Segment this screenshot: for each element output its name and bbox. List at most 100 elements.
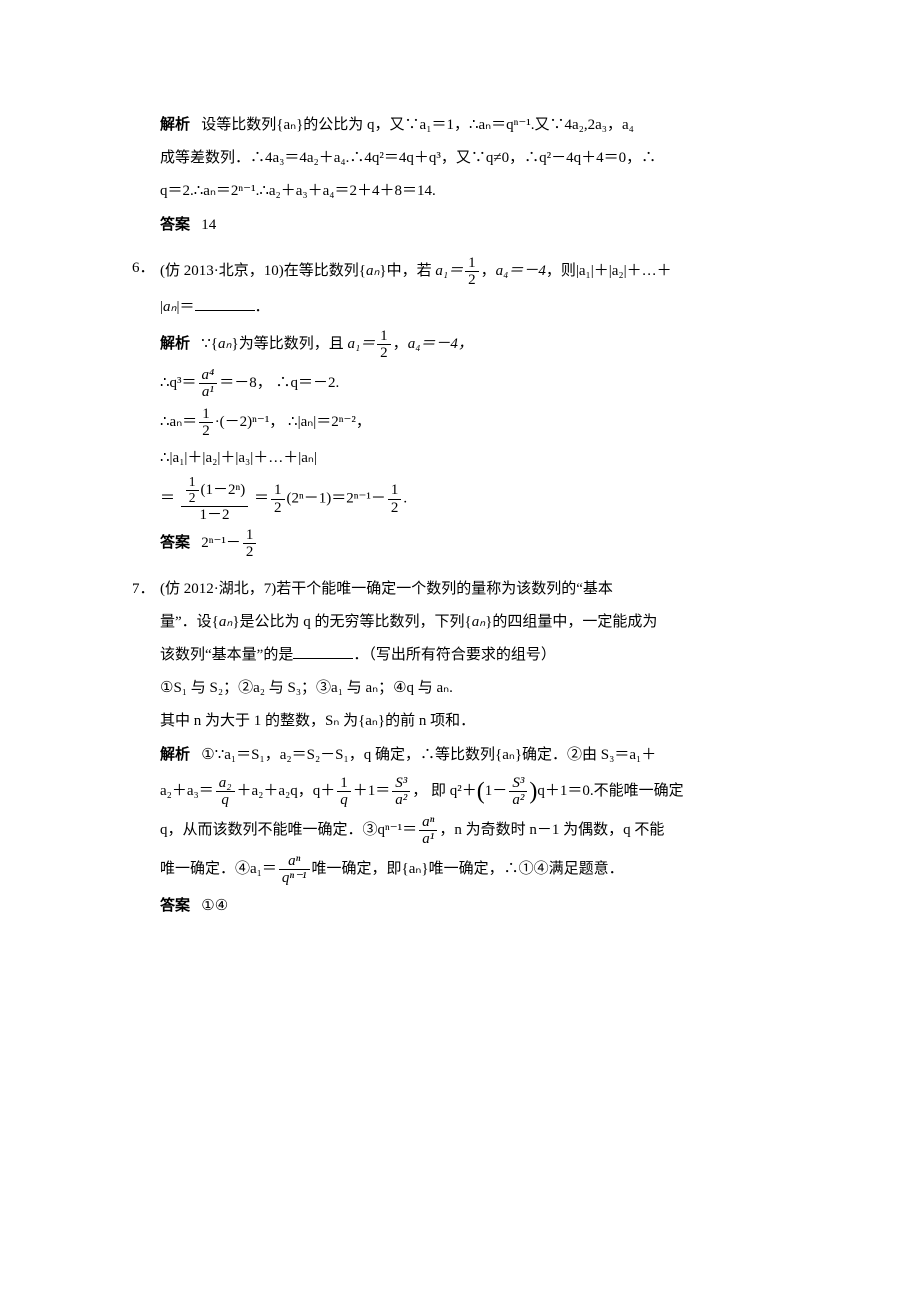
stem-text: 量”．设{: [160, 614, 219, 630]
stem-text: (仿 2012·湖北，7)若干个能唯一确定一个数列的量称为该数列的“基本: [160, 581, 613, 597]
answer-value: 14: [201, 217, 216, 233]
fraction-half: 12: [271, 482, 285, 516]
stem-text: }的四组量中，一定能成为: [485, 614, 657, 630]
frac-den: a²: [509, 791, 527, 809]
blank-underline: [195, 297, 255, 312]
stem-text: |＝: [177, 299, 195, 315]
frac-num: 1: [377, 328, 391, 345]
frac-num: S³: [509, 775, 527, 792]
solution-line: ＝ 12(1－2ⁿ) 1－2 ＝12(2ⁿ－1)＝2ⁿ⁻¹－12.: [160, 475, 788, 523]
solution-text: ，: [393, 336, 408, 352]
solution-text: a₂＋a₃＝: [160, 783, 214, 799]
frac-num: S³: [392, 775, 410, 792]
stem-text: }是公比为 q 的无穷等比数列，下列{: [232, 614, 471, 630]
stem-line: |aₙ|＝．: [160, 291, 788, 324]
solution-line: q＝2.∴aₙ＝2ⁿ⁻¹.∴a₂＋a₃＋a₄＝2＋4＋8＝14.: [160, 175, 788, 208]
solution-text: ＝: [160, 491, 175, 507]
fraction-half: 12: [199, 406, 213, 440]
page: 解析 设等比数列{aₙ}的公比为 q，又∵a₁＝1，∴aₙ＝qⁿ⁻¹.又∵4a₂…: [0, 0, 920, 1302]
solution-text: q，从而该数列不能唯一确定．③qⁿ⁻¹＝: [160, 822, 417, 838]
frac-den: a²: [392, 791, 410, 809]
frac-den: a¹: [419, 830, 437, 848]
solution-line: ∴aₙ＝12·(－2)ⁿ⁻¹， ∴|aₙ|＝2ⁿ⁻²，: [160, 403, 788, 442]
frac-num: 1: [243, 527, 257, 544]
stem-text: }中，若: [379, 263, 435, 279]
fraction-big: 12(1－2ⁿ) 1－2: [181, 475, 248, 523]
period: ．: [255, 299, 270, 315]
inner-fraction: 12: [186, 475, 199, 506]
problem-body: (仿 2012·湖北，7)若干个能唯一确定一个数列的量称为该数列的“基本 量”．…: [160, 573, 788, 923]
solution-text: 成等差数列．∴4a₃＝4a₂＋a₄.∴4q²＝4q＋q³，又∵q≠0，∴q²－4…: [160, 150, 656, 166]
frac-den: 2: [199, 422, 213, 440]
math-text: aₙ: [218, 336, 231, 352]
math-text: aₙ: [163, 299, 176, 315]
solution-text: ∴aₙ＝: [160, 414, 197, 430]
problem-5-solution: 解析 设等比数列{aₙ}的公比为 q，又∵a₁＝1，∴aₙ＝qⁿ⁻¹.又∵4a₂…: [160, 108, 788, 242]
frac-num: 1: [465, 255, 479, 272]
solution-text: ＝: [254, 491, 269, 507]
frac-den: 1－2: [181, 506, 248, 524]
answer-value: ①④: [201, 898, 228, 914]
stem-line: (仿 2012·湖北，7)若干个能唯一确定一个数列的量称为该数列的“基本: [160, 573, 788, 606]
note-line: 其中 n 为大于 1 的整数，Sₙ 为{aₙ}的前 n 项和．: [160, 705, 788, 738]
answer-label: 答案: [160, 534, 190, 551]
blank-underline: [293, 645, 353, 660]
fraction-half: 12: [465, 255, 479, 289]
frac-num: 12(1－2ⁿ): [181, 475, 248, 506]
problem-6: 6． (仿 2013·北京，10)在等比数列{aₙ}中，若 a₁＝12，a₄＝－…: [132, 252, 788, 563]
stem-line: 量”．设{aₙ}是公比为 q 的无穷等比数列，下列{aₙ}的四组量中，一定能成为: [160, 606, 788, 639]
solution-label: 解析: [160, 746, 190, 763]
stem-line: (仿 2013·北京，10)在等比数列{aₙ}中，若 a₁＝12，a₄＝－4，则…: [160, 252, 788, 291]
fraction: aⁿa¹: [419, 814, 437, 848]
solution-line: a₂＋a₃＝a₂q＋a₂＋a₂q，q＋1q＋1＝S³a²， 即 q²＋(1－S³…: [160, 772, 788, 811]
math-text: 1－: [485, 783, 508, 799]
frac-den: 2: [186, 490, 199, 506]
answer-line: 答案 14: [160, 208, 788, 242]
fraction-half: 12: [377, 328, 391, 362]
solution-text: q＝2.∴aₙ＝2ⁿ⁻¹.∴a₂＋a₃＋a₄＝2＋4＋8＝14.: [160, 183, 436, 199]
solution-text: ＋1＝: [353, 783, 391, 799]
solution-line: q，从而该数列不能唯一确定．③qⁿ⁻¹＝aⁿa¹，n 为奇数时 n－1 为偶数，…: [160, 811, 788, 850]
fraction: 1q: [337, 775, 351, 809]
frac-den: a¹: [199, 383, 218, 401]
answer-label: 答案: [160, 897, 190, 914]
frac-num: 1: [271, 482, 285, 499]
problem-number: 6．: [132, 252, 160, 563]
math-text: a₁＝: [347, 336, 375, 352]
frac-num: aⁿ: [419, 814, 437, 831]
math-text: aₙ: [472, 614, 485, 630]
stem-text: ．（写出所有符合要求的组号）: [353, 647, 556, 663]
math-text: a₁＝: [435, 263, 463, 279]
solution-line: ∴|a₁|＋|a₂|＋|a₃|＋…＋|aₙ|: [160, 442, 788, 475]
solution-text: 唯一确定．④a₁＝: [160, 861, 277, 877]
frac-den: 2: [465, 271, 479, 289]
solution-text: q＋1＝0.不能唯一确定: [537, 783, 683, 799]
math-text: a₄＝－4: [496, 263, 546, 279]
solution-label: 解析: [160, 116, 190, 133]
frac-num: a⁴: [199, 367, 218, 384]
frac-num: 1: [388, 482, 402, 499]
answer-line: 答案 ①④: [160, 889, 788, 923]
solution-line: 解析 ∵{aₙ}为等比数列，且 a₁＝12，a₄＝－4，: [160, 324, 788, 364]
frac-den: q: [337, 791, 351, 809]
stem-text: (仿 2013·北京，10)在等比数列{: [160, 263, 366, 279]
answer-value: 2ⁿ⁻¹－: [201, 535, 241, 551]
stem-line: 该数列“基本量”的是．（写出所有符合要求的组号）: [160, 639, 788, 672]
options-text: ①S₁ 与 S₂；②a₂ 与 S₃；③a₁ 与 aₙ；④q 与 aₙ.: [160, 680, 453, 696]
solution-text: ①∵a₁＝S₁，a₂＝S₂－S₁，q 确定，∴等比数列{aₙ}确定．②由 S₃＝…: [201, 747, 656, 763]
frac-den: 2: [243, 543, 257, 561]
solution-text: .: [403, 491, 407, 507]
math-text: aₙ: [219, 614, 232, 630]
fraction: a₂q: [216, 775, 235, 809]
frac-num: 1: [186, 475, 199, 490]
stem-text: ，: [481, 263, 496, 279]
fraction: aⁿqⁿ⁻¹: [279, 853, 310, 887]
solution-text: 设等比数列{aₙ}的公比为 q，又∵a₁＝1，∴aₙ＝qⁿ⁻¹.又∵4a₂,2a…: [201, 117, 634, 133]
problem-7: 7． (仿 2012·湖北，7)若干个能唯一确定一个数列的量称为该数列的“基本 …: [132, 573, 788, 923]
solution-line: ∴q³＝a⁴a¹＝－8， ∴q＝－2.: [160, 364, 788, 403]
problem-number: 7．: [132, 573, 160, 923]
frac-den: qⁿ⁻¹: [279, 869, 310, 887]
note-text: 其中 n 为大于 1 的整数，Sₙ 为{aₙ}的前 n 项和．: [160, 713, 475, 729]
fraction-a4a1: a⁴a¹: [199, 367, 218, 401]
solution-line: 成等差数列．∴4a₃＝4a₂＋a₄.∴4q²＝4q＋q³，又∵q≠0，∴q²－4…: [160, 142, 788, 175]
